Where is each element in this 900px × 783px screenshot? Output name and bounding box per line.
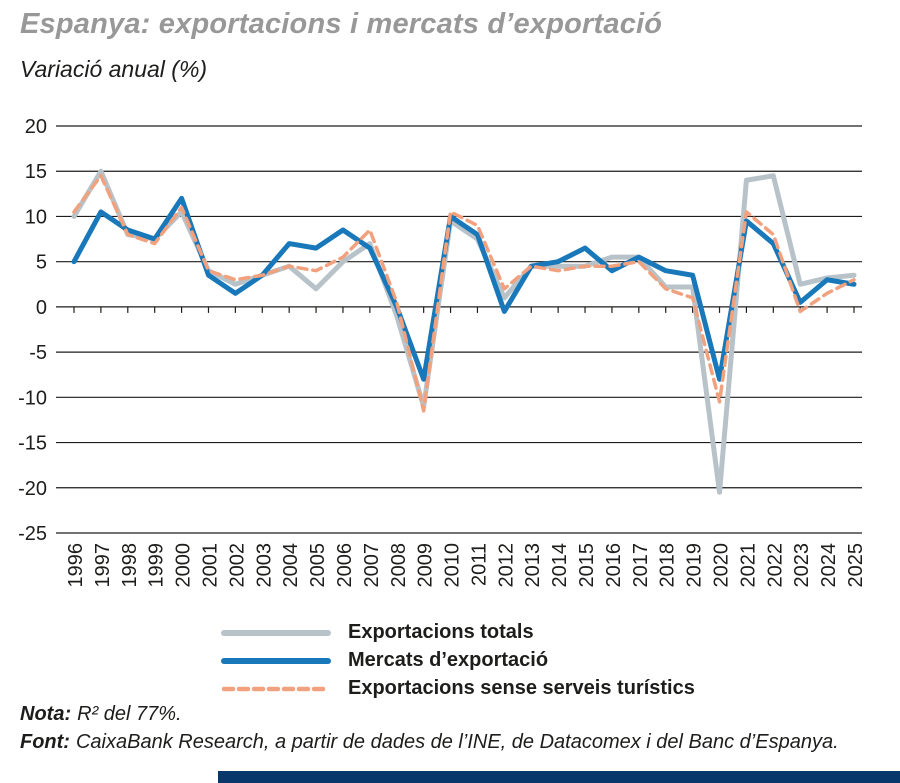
svg-text:2006: 2006 [334,543,356,588]
legend-item: Exportacions sense serveis turístics [220,676,695,701]
svg-text:2001: 2001 [199,543,221,588]
chart-subtitle: Variació anual (%) [20,56,208,82]
svg-text:2013: 2013 [522,543,544,588]
source-line: Font: CaixaBank Research, a partir de dad… [20,731,839,754]
legend-swatch-line [221,686,331,691]
svg-text:2007: 2007 [361,543,383,588]
svg-text:1997: 1997 [92,543,114,588]
svg-text:2008: 2008 [388,543,410,588]
chart-title: Espanya: exportacions i mercats d’export… [20,8,663,40]
svg-text:2000: 2000 [173,543,195,588]
svg-text:2021: 2021 [737,543,759,588]
svg-text:2016: 2016 [603,543,625,588]
note-line: Nota: R² del 77%. [20,703,182,726]
chart-legend: Exportacions totals Mercats d’exportació E… [220,620,695,701]
svg-text:1999: 1999 [146,543,168,588]
svg-text:2002: 2002 [226,543,248,588]
svg-text:2010: 2010 [442,543,464,588]
svg-text:5: 5 [36,252,47,274]
svg-text:2003: 2003 [253,543,275,588]
footer-accent-bar [218,771,900,783]
legend-item: Exportacions totals [220,620,695,645]
legend-item: Mercats d’exportació [220,648,695,673]
legend-label: Mercats d’exportació [348,649,549,671]
svg-text:0: 0 [36,297,47,319]
svg-text:-15: -15 [18,433,47,455]
note-text: R² del 77%. [77,703,182,725]
source-text: CaixaBank Research, a partir de dades de… [75,731,839,753]
svg-text:2018: 2018 [657,543,679,588]
svg-text:2023: 2023 [791,543,813,588]
svg-text:2011: 2011 [468,543,490,586]
note-label: Nota: [20,703,72,725]
svg-text:2015: 2015 [576,543,598,588]
svg-text:2025: 2025 [845,543,867,588]
svg-text:2022: 2022 [764,543,786,588]
svg-text:-25: -25 [18,523,47,545]
svg-text:2024: 2024 [818,543,840,588]
svg-text:-20: -20 [18,478,47,500]
svg-text:-10: -10 [18,387,47,409]
svg-text:2004: 2004 [280,543,302,588]
svg-text:20: 20 [25,116,47,138]
source-label: Font: [20,731,70,753]
svg-text:2014: 2014 [549,543,571,588]
svg-text:-5: -5 [29,342,47,364]
legend-label: Exportacions totals [348,621,534,643]
legend-label: Exportacions sense serveis turístics [348,677,695,699]
svg-text:2012: 2012 [495,543,517,588]
svg-text:2009: 2009 [415,543,437,588]
svg-text:1996: 1996 [65,543,87,588]
svg-text:2020: 2020 [711,543,733,588]
svg-text:10: 10 [25,206,47,228]
svg-text:1998: 1998 [119,543,141,588]
svg-text:15: 15 [25,161,47,183]
svg-text:2005: 2005 [307,543,329,588]
svg-text:2019: 2019 [684,543,706,588]
legend-swatch-line [221,629,331,636]
legend-swatch-line [221,657,331,664]
svg-text:2017: 2017 [630,543,652,588]
